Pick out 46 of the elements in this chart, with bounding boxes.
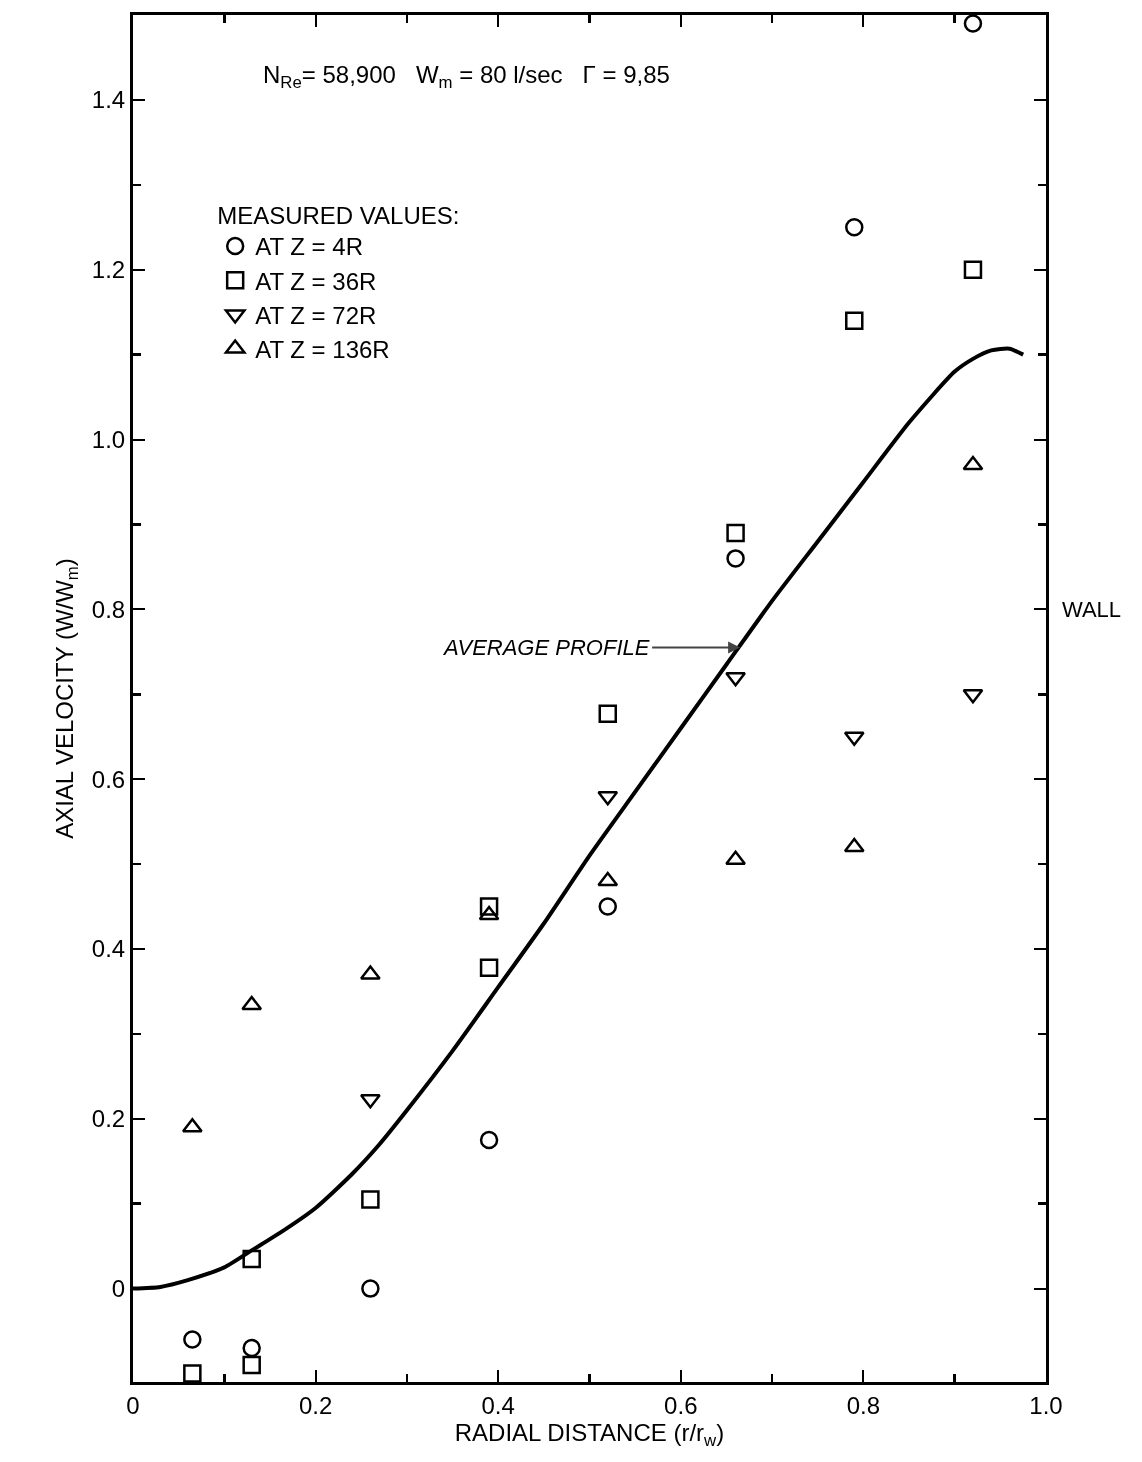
point (726, 549, 745, 568)
point (962, 455, 984, 471)
x-axis-title: RADIAL DISTANCE (r/r$_{w}$) (454, 1418, 725, 1450)
point (242, 1338, 261, 1358)
x-tick-label: 0.6 (664, 1391, 698, 1419)
y-tick-label: 0.4 (91, 935, 126, 963)
text: WALL (1062, 597, 1122, 622)
point (241, 995, 263, 1011)
y-tick-label: 0.6 (91, 765, 126, 793)
annotation: N$_{Re}$= 58,900 W$_{m}$ = 80 l/sec Γ = 9,85 (263, 61, 670, 93)
point (597, 871, 619, 887)
legend-title: MEASURED VALUES: (217, 201, 460, 229)
y-tick-label: 1.2 (91, 256, 126, 284)
y-tick-label: 1.0 (91, 425, 126, 453)
point (963, 260, 983, 279)
point (242, 1355, 261, 1375)
point (843, 837, 865, 853)
point (479, 897, 499, 916)
point (242, 1249, 261, 1269)
point (845, 311, 864, 330)
legend-label: AT Z = 4R (255, 233, 363, 261)
point (963, 14, 983, 33)
x-tick-label: 0.2 (298, 1391, 333, 1419)
legend-label: AT Z = 36R (255, 267, 377, 295)
y-tick-label: 0.2 (91, 1105, 126, 1133)
annotation: AVERAGE PROFILE (442, 635, 650, 660)
x-tick-label: 1.0 (1029, 1391, 1063, 1419)
x-tick-label: 0.4 (481, 1391, 515, 1419)
point (479, 958, 499, 977)
legend-label: AT Z = 136R (255, 335, 390, 363)
y-tick-label: 0 (111, 1275, 126, 1302)
point (726, 523, 745, 543)
y-tick-label: 1.4 (91, 86, 126, 114)
point (479, 1130, 499, 1150)
point (845, 218, 864, 237)
point (478, 905, 500, 921)
point (361, 1279, 380, 1298)
point (725, 850, 747, 866)
legend-label: AT Z = 72R (255, 301, 377, 329)
point (361, 1190, 380, 1209)
y-tick-label: 0.8 (91, 595, 126, 623)
point (598, 897, 618, 916)
point (598, 704, 618, 724)
x-tick-label: 0.8 (846, 1391, 881, 1419)
point (183, 1330, 202, 1349)
point (183, 1364, 202, 1383)
